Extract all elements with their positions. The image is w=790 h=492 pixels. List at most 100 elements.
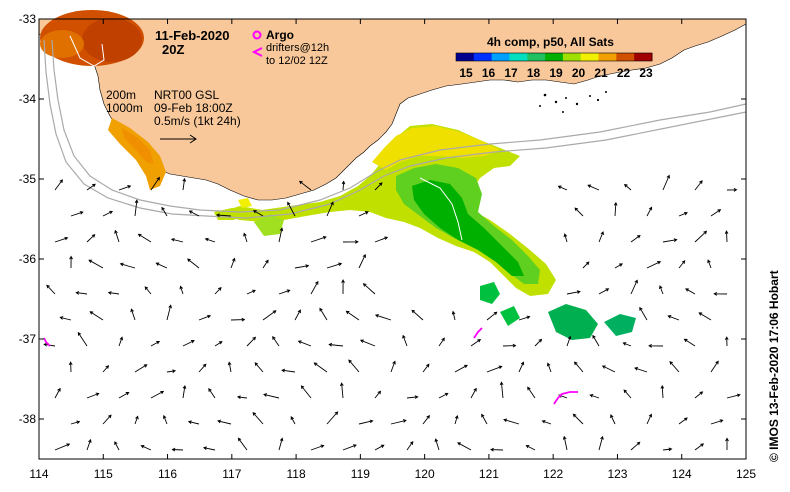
current-arrow <box>171 447 184 452</box>
current-arrow <box>470 387 477 399</box>
current-arrow <box>319 307 328 321</box>
current-arrow <box>359 339 376 347</box>
current-arrow <box>230 257 236 269</box>
lon-tick-label: 120 <box>415 467 435 481</box>
current-arrow <box>328 342 344 347</box>
current-arrow <box>694 230 708 243</box>
current-arrow <box>374 236 389 243</box>
current-arrow <box>534 338 543 347</box>
current-arrow <box>481 413 488 425</box>
lat-tick-label: -38 <box>19 412 37 426</box>
colorbar-tick-label: 18 <box>527 66 541 80</box>
current-arrow <box>707 259 712 269</box>
current-arrow <box>630 441 641 451</box>
current-arrow <box>348 359 360 373</box>
lon-tick-label: 125 <box>736 467 756 481</box>
current-arrow <box>646 206 653 217</box>
current-arrow <box>310 444 325 451</box>
current-arrow <box>294 309 301 321</box>
isobath-200m <box>51 39 747 213</box>
current-arrow <box>243 232 248 243</box>
current-arrow <box>411 309 424 321</box>
colorbar-tick-label: 19 <box>549 66 563 80</box>
current-arrow <box>726 393 741 399</box>
current-arrow <box>278 227 284 243</box>
current-arrow <box>402 334 408 347</box>
colorbar-segment <box>616 53 635 61</box>
current-arrow <box>75 291 88 295</box>
lon-tick-label: 115 <box>94 467 113 481</box>
colorbar-tick-label: 16 <box>482 66 496 80</box>
isobath-1000m <box>43 39 747 219</box>
current-arrow <box>345 310 360 321</box>
colorbar-segment <box>456 53 475 61</box>
current-arrow <box>86 438 92 451</box>
lon-tick-label: 119 <box>351 467 370 481</box>
current-arrow <box>236 395 248 399</box>
current-arrow <box>390 419 407 425</box>
current-arrow <box>406 395 419 399</box>
current-arrow <box>281 368 296 373</box>
salt-lakes <box>539 91 607 113</box>
drifter-track-2 <box>473 327 483 339</box>
current-arrow <box>227 361 232 373</box>
current-arrow <box>502 343 517 348</box>
current-arrow <box>102 365 110 373</box>
current-arrow <box>698 312 712 321</box>
colorbar-tick-label: 21 <box>594 66 608 80</box>
sst-plume <box>214 124 636 340</box>
current-arrow <box>660 384 665 399</box>
colorbar-segment <box>491 53 510 61</box>
colorbar-tick-label: 17 <box>504 66 518 80</box>
current-arrow <box>326 411 339 425</box>
current-arrow <box>574 207 584 217</box>
current-arrow <box>630 279 638 295</box>
latitude-axis: -33 -34 -35 -36 -37 -38 <box>19 12 746 426</box>
lon-tick-label: 118 <box>287 467 306 481</box>
current-arrow <box>187 420 200 425</box>
current-arrow <box>678 260 686 269</box>
current-arrow <box>662 238 678 243</box>
current-arrow <box>662 447 673 452</box>
current-arrow <box>150 390 165 399</box>
current-arrow <box>598 231 604 243</box>
current-arrow <box>114 441 120 451</box>
current-arrow <box>214 341 223 347</box>
currents-source: NRT00 GSL <box>154 88 219 102</box>
lon-tick-label: 123 <box>607 467 627 481</box>
current-arrow <box>179 285 184 295</box>
current-arrow <box>54 179 63 191</box>
current-arrow <box>54 236 69 243</box>
lon-tick-label: 117 <box>222 467 241 481</box>
current-arrow <box>713 292 728 296</box>
current-arrow <box>134 415 139 425</box>
current-arrow <box>683 338 696 347</box>
current-arrow <box>662 174 670 191</box>
current-arrow <box>107 291 120 295</box>
current-arrow <box>287 201 296 217</box>
current-arrow <box>102 414 112 425</box>
current-arrow <box>313 362 328 373</box>
current-arrow <box>582 261 590 269</box>
current-arrow <box>254 362 264 373</box>
colorbar-segment <box>527 53 546 61</box>
current-arrow <box>563 233 568 243</box>
current-arrow <box>252 412 264 425</box>
current-arrow <box>204 237 216 243</box>
current-arrow <box>119 262 136 269</box>
current-arrow <box>202 446 216 451</box>
current-arrow <box>438 337 445 347</box>
current-arrow <box>678 417 688 425</box>
current-arrow <box>710 360 719 373</box>
current-arrow <box>592 334 600 347</box>
current-arrow <box>589 394 600 399</box>
current-arrow <box>166 369 177 373</box>
colorbar-segment <box>509 53 528 61</box>
current-arrow <box>155 262 168 269</box>
colorbar-segment <box>598 53 617 61</box>
current-arrow <box>454 364 468 373</box>
current-arrow <box>486 311 498 321</box>
current-arrow <box>634 367 648 373</box>
current-arrow <box>546 362 552 373</box>
